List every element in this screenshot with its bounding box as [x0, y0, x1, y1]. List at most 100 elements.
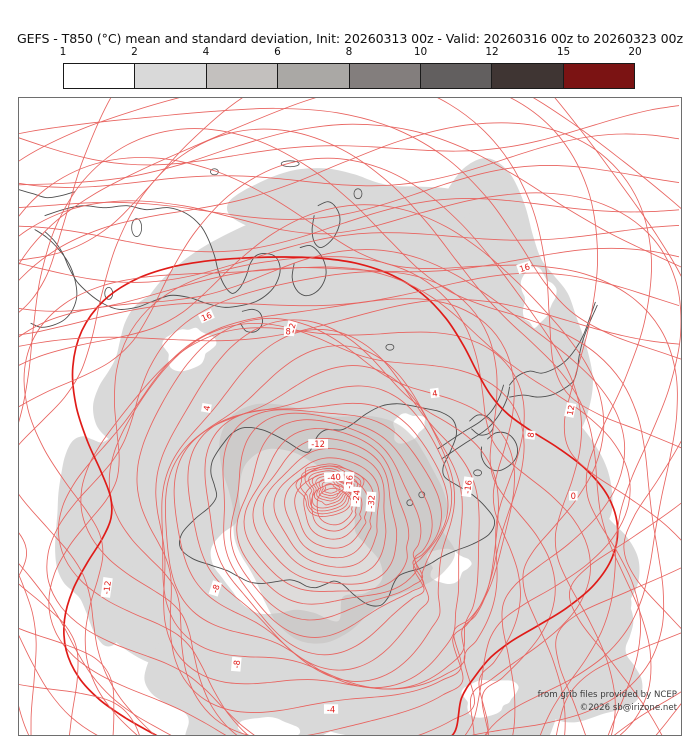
- isotherm-core-6: [304, 468, 358, 512]
- colorbar-tick-12: 12: [485, 46, 499, 58]
- isotherm-line-10: [230, 412, 433, 621]
- isotherm-midlat-0: [19, 105, 680, 166]
- isotherm-line-31: [19, 157, 678, 735]
- stddev-lobe-0: [404, 158, 593, 499]
- stddev-lobe-7: [495, 582, 643, 723]
- colorbar-swatch-7: [563, 64, 634, 88]
- colorbar-tick-1: 1: [59, 46, 67, 58]
- isotherm-line-5: [273, 457, 380, 568]
- contour-label-neg12: -12: [100, 577, 113, 598]
- isotherm-core-7: [299, 465, 362, 515]
- isotherm-line-4: [284, 465, 375, 559]
- stddev-lobe-8: [179, 277, 447, 429]
- contour-label-neg16: -16: [461, 476, 474, 498]
- isotherm-line-34: [19, 98, 681, 735]
- svg-text:0: 0: [571, 491, 576, 501]
- isotherm-0c: [63, 256, 619, 735]
- colorbar-swatch-6: [492, 64, 564, 88]
- coastline-island-1: [280, 160, 300, 168]
- isotherm-core-1: [321, 480, 341, 497]
- colorbar-swatch-5: [420, 64, 493, 88]
- svg-text:16: 16: [200, 310, 214, 323]
- contour-label-neg8: -8: [230, 656, 242, 672]
- colorbar-tick-labels: 1 2 4 6 8 10 12 15 20: [59, 46, 642, 60]
- isotherm-midlat-1: [19, 133, 680, 188]
- svg-text:16: 16: [518, 261, 531, 274]
- stddev-lobe-5: [55, 427, 145, 647]
- isotherm-line-6: [262, 448, 387, 577]
- coastline-falklands: [480, 431, 519, 472]
- stddev-hole-4: [593, 358, 643, 440]
- contour-label-0: 0: [569, 490, 578, 501]
- colorbar-swatch-1: [135, 64, 207, 88]
- isotherm-line-9: [236, 419, 422, 605]
- svg-text:4: 4: [201, 405, 212, 412]
- map-canvas: 1616121288440-4-8-8-12-12-16-12-16-16-24…: [19, 98, 681, 735]
- isotherm-line-21: [57, 298, 521, 735]
- colorbar-swatch-3: [278, 64, 350, 88]
- isotherm-line-38: [19, 98, 681, 735]
- isotherm-line-3: [294, 472, 369, 549]
- svg-text:12: 12: [565, 404, 577, 416]
- isotherm-line-12: [204, 402, 449, 656]
- isotherm-line-20: [80, 327, 525, 735]
- svg-text:8: 8: [525, 432, 536, 439]
- isotherm-midlat-3: [19, 198, 680, 253]
- colorbar-swatch-0: [64, 64, 136, 88]
- isotherm-line-22: [46, 271, 556, 735]
- svg-text:-12: -12: [101, 580, 113, 595]
- colorbar-tick-10: 10: [413, 46, 428, 58]
- contour-label-8: 8: [283, 326, 293, 337]
- coastline-antarctic-peninsula-west: [441, 386, 510, 460]
- stddev-lobe-6: [350, 662, 556, 735]
- isotherm-line-30: [19, 128, 665, 735]
- colorbar-tick-20: 20: [628, 46, 642, 58]
- coastline-island-3: [353, 188, 363, 200]
- isotherm-line-15: [164, 345, 463, 689]
- colorbar: 1 2 4 6 8 10 12 15 20: [60, 46, 642, 89]
- isotherm-line-7: [252, 437, 398, 585]
- isotherm-core-0: [324, 483, 338, 494]
- coastline-antarctica: [179, 403, 496, 607]
- isotherm-line-36: [19, 107, 681, 735]
- colorbar-tick-6: 6: [274, 46, 281, 58]
- stddev-hole-3: [237, 716, 301, 735]
- svg-text:-8: -8: [231, 660, 242, 669]
- isotherm-line-11: [222, 409, 442, 638]
- contour-label-neg40: -40: [323, 471, 345, 483]
- contour-label-8: 8: [525, 430, 536, 440]
- isotherm-midlat-7: [19, 299, 680, 347]
- colorbar-tick-15: 15: [556, 46, 571, 58]
- svg-text:-16: -16: [344, 475, 355, 489]
- contour-label-neg24: -24: [350, 486, 362, 507]
- isotherm-line-25: [23, 266, 631, 735]
- stddev-hole-5: [162, 327, 217, 372]
- colorbar-tick-2: 2: [131, 46, 138, 58]
- contour-label-neg32: -32: [365, 491, 377, 512]
- svg-text:-12: -12: [311, 439, 325, 449]
- colorbar-swatch-2: [206, 64, 279, 88]
- contour-label-neg16: -16: [343, 471, 355, 492]
- isotherm-line-16: [161, 329, 480, 690]
- isotherm-line-23: [48, 256, 591, 735]
- isotherm-line-33: [19, 122, 652, 735]
- isotherm-core-8: [295, 463, 365, 517]
- contour-labels-layer: 1616121288440-4-8-8-12-12-16-12-16-16-24…: [100, 260, 578, 714]
- coastline-new-zealand-north: [311, 201, 341, 248]
- coastline-island-4: [473, 469, 483, 477]
- contour-label-neg12: -12: [308, 439, 328, 449]
- contour-label-4: 4: [429, 387, 440, 399]
- isotherm-contours-layer: [19, 98, 681, 735]
- isotherm-line-26: [19, 249, 626, 735]
- isotherm-line-29: [19, 128, 652, 735]
- coastline-south-america-east: [509, 304, 598, 398]
- map-panel[interactable]: 1616121288440-4-8-8-12-12-16-12-16-16-24…: [18, 97, 682, 736]
- coastline-island-0: [131, 218, 143, 237]
- isotherm-line-18: [136, 317, 515, 714]
- contour-label-16: 16: [516, 260, 533, 274]
- isotherm-line-8: [243, 428, 410, 592]
- isotherm-core-2: [318, 477, 344, 499]
- isotherm-midlat-4: [19, 224, 680, 283]
- isotherm-midlat-2: [19, 165, 680, 220]
